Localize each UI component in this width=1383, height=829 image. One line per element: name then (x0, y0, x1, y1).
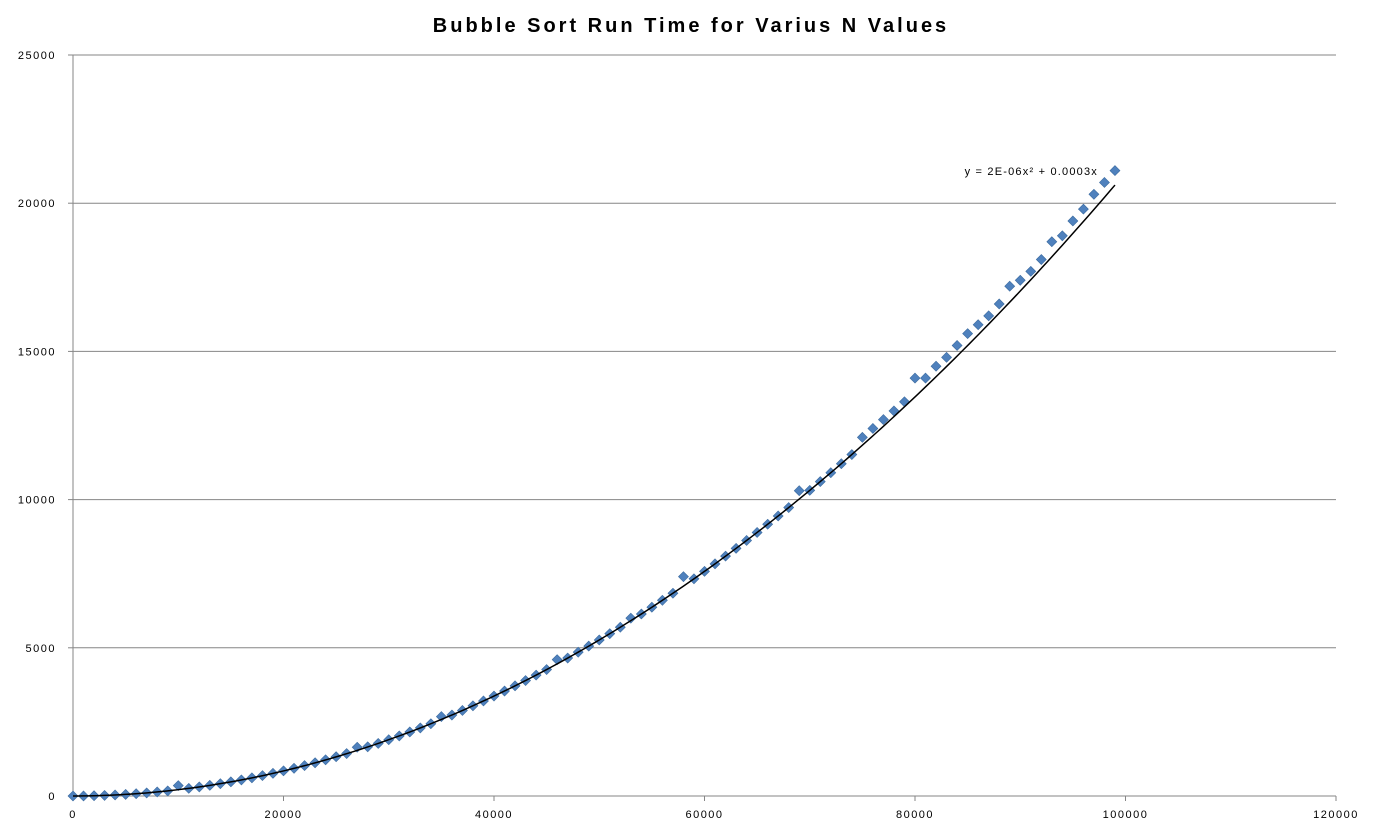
data-point-97 (1088, 188, 1100, 200)
tick-labels: 0 5000 10000 15000 20000 25000 0 20000 40000 6000… (18, 50, 1359, 821)
data-points (67, 165, 1121, 802)
data-point-75 (856, 431, 868, 443)
x-tick-label-6: 120000 (1313, 809, 1359, 821)
data-point-69 (793, 485, 805, 497)
data-point-86 (972, 319, 984, 331)
trendline-path (72, 184, 1116, 797)
x-tick-label-2: 40000 (475, 809, 513, 821)
data-point-99 (1109, 165, 1121, 177)
data-point-82 (930, 360, 942, 372)
data-point-10 (172, 780, 184, 792)
data-point-92 (1035, 254, 1047, 265)
x-tick-label-5: 100000 (1103, 809, 1149, 821)
data-point-96 (1077, 203, 1089, 215)
data-point-84 (951, 340, 963, 351)
data-point-79 (899, 396, 910, 408)
data-point-90 (1014, 274, 1026, 286)
data-point-77 (878, 414, 889, 425)
x-tick-label-1: 20000 (264, 809, 302, 821)
data-point-58 (678, 571, 689, 583)
data-point-88 (993, 298, 1005, 310)
axes (68, 54, 1337, 801)
trendline (72, 184, 1116, 797)
y-tick-label-2: 10000 (18, 495, 56, 507)
data-point-80 (909, 372, 921, 384)
data-point-85 (962, 328, 974, 340)
y-tick-label-1: 5000 (26, 643, 56, 655)
y-tick-label-3: 15000 (18, 346, 56, 358)
y-tick-label-0: 0 (48, 791, 56, 803)
data-point-83 (941, 351, 952, 363)
data-point-76 (867, 423, 879, 434)
x-tick-label-3: 60000 (685, 809, 723, 821)
x-tick-label-0: 0 (69, 809, 77, 821)
y-tick-label-4: 20000 (18, 198, 56, 210)
data-point-91 (1025, 265, 1037, 277)
data-point-89 (1004, 280, 1016, 292)
data-point-98 (1099, 177, 1110, 188)
gridlines (73, 54, 1336, 649)
data-point-81 (920, 372, 931, 384)
data-point-87 (983, 310, 995, 322)
x-tick-label-4: 80000 (896, 809, 934, 821)
data-point-93 (1046, 236, 1058, 248)
data-point-53 (625, 612, 637, 624)
chart-title: Bubble Sort Run Time for Varius N Values (433, 15, 949, 37)
trendline-equation: y = 2E-06x² + 0.0003x (965, 166, 1098, 178)
data-point-95 (1067, 215, 1079, 227)
data-point-78 (888, 405, 900, 417)
data-point-94 (1056, 230, 1068, 242)
y-tick-label-5: 25000 (18, 50, 56, 62)
